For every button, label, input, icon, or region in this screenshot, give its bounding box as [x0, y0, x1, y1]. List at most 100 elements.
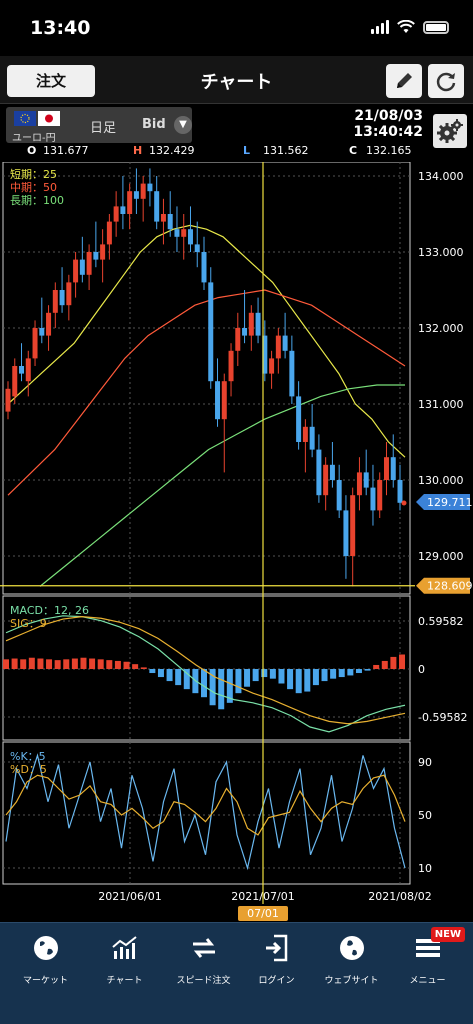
date-axis-label: 2021/08/02 [368, 890, 431, 903]
macd-histogram-bar [183, 669, 190, 690]
stoch-axis-label: 90 [418, 756, 432, 769]
candle-body [397, 480, 403, 503]
macd-legend-label: MACD：12, 26 [10, 604, 89, 617]
macd-histogram-bar [166, 669, 173, 682]
page-title: チャート [200, 72, 273, 93]
wifi-icon [397, 20, 415, 33]
stoch-k-line [5, 753, 406, 871]
settings-button[interactable] [433, 114, 467, 148]
ma-short-line [7, 224, 406, 458]
macd-signal-line [5, 616, 406, 725]
ma-long-line [39, 384, 405, 587]
candle-body [59, 290, 65, 306]
candle-body [262, 335, 268, 374]
nav-label: スピード注文 [176, 976, 231, 986]
macd-histogram-bar [373, 664, 380, 669]
macd-histogram-bar [321, 669, 328, 682]
macd-histogram-bar [80, 657, 87, 669]
price-chart[interactable]: 134.000 133.000 132.000 131.000 130.000 129.0… [0, 162, 473, 922]
period-selector[interactable]: 日足 [90, 121, 117, 136]
ma-mid-line [7, 289, 406, 496]
login-icon [265, 934, 287, 962]
macd-histogram-bar [330, 669, 337, 679]
macd-histogram-bar [226, 669, 233, 703]
crosshair-price-tag-bg [416, 577, 470, 594]
nav-menu[interactable]: メニュー NEW [388, 927, 467, 991]
candle-body [133, 191, 139, 199]
nav-market[interactable]: マーケット [6, 931, 85, 991]
ohlc-row: O 131.677 H 132.429 L 131.562 C 132.165 [0, 144, 420, 160]
candle-body [242, 328, 248, 336]
nav-speed-order[interactable]: スピード注文 [164, 931, 243, 991]
ohlc-open-key: O [27, 144, 37, 157]
panel-frame [2, 741, 411, 885]
candle-body [390, 457, 396, 480]
macd-histogram-bar [54, 660, 61, 669]
eu-flag-icon [14, 111, 36, 126]
candle-body [167, 214, 173, 230]
nav-website[interactable]: ウェブサイト [312, 931, 391, 991]
candle-body [296, 396, 302, 442]
nav-login[interactable]: ログイン [237, 931, 316, 991]
candle-body [86, 252, 92, 275]
candle-body [228, 350, 234, 382]
candle-body [52, 290, 58, 313]
candle-body [12, 366, 18, 397]
last-price-dot [401, 500, 407, 506]
nav-label: メニュー [409, 976, 446, 986]
macd-histogram-bar [132, 664, 139, 669]
macd-histogram-bar [106, 660, 113, 669]
macd-histogram-bar [37, 658, 44, 669]
candle-body [215, 381, 221, 420]
candle-body [120, 206, 126, 214]
draw-tool-button[interactable] [386, 64, 422, 98]
macd-histogram-bar [149, 669, 156, 674]
symbol-selector[interactable]: ユーロ-円 日足 Bid ▼ [6, 107, 192, 144]
stoch-axis-label: 50 [418, 809, 432, 822]
macd-histogram-bar [209, 669, 216, 706]
nav-label: マーケット [22, 976, 68, 986]
candle-body [323, 464, 329, 496]
candle-body [221, 381, 227, 420]
candle-body [100, 244, 106, 260]
candle-body [329, 464, 335, 480]
macd-histogram-bar [399, 654, 405, 669]
macd-histogram-bar [381, 660, 388, 669]
macd-histogram-bar [140, 667, 147, 669]
current-price-tag: 129.711 [401, 493, 473, 510]
candle-body [309, 426, 315, 450]
price-axis-label: 129.000 [418, 550, 464, 563]
current-price-tag-bg [416, 493, 470, 510]
candle-body [235, 328, 241, 351]
macd-histogram-bar [63, 659, 70, 669]
stoch-d-legend-label: %D：5 [10, 763, 47, 776]
price-axis-label: 134.000 [418, 170, 464, 183]
candle-body [127, 191, 133, 214]
candle-body [93, 252, 99, 260]
ohlc-low-value: 131.562 [263, 144, 309, 157]
refresh-button[interactable] [428, 64, 464, 98]
candle-body [73, 259, 79, 283]
globe-icon [33, 936, 58, 960]
stoch-d-line [5, 774, 406, 836]
price-type-selector[interactable]: Bid [142, 117, 166, 132]
macd-histogram-bar [89, 658, 96, 669]
nav-chart[interactable]: チャート [85, 931, 164, 991]
candle-body [187, 229, 193, 245]
macd-histogram-bar [338, 669, 345, 678]
symbol-name: ユーロ-円 [12, 133, 56, 144]
ohlc-high-value: 132.429 [149, 144, 195, 157]
macd-histogram-bar [157, 669, 164, 678]
macd-axis-label: 0.59582 [418, 615, 464, 628]
order-button[interactable]: 注文 [7, 65, 95, 97]
ohlc-low-key: L [243, 144, 251, 157]
chevron-down-icon[interactable]: ▼ [174, 116, 192, 134]
macd-histogram-bar [295, 669, 302, 694]
nav-label: ログイン [258, 976, 295, 986]
candle-body [113, 206, 119, 222]
ohlc-close-key: C [349, 144, 358, 157]
candle-body [147, 183, 153, 192]
ma-legend-label: 長期：100 [10, 194, 64, 207]
macd-histogram-bar [364, 669, 371, 671]
timestamp: 21/08/03 13:40:42 [353, 108, 423, 140]
